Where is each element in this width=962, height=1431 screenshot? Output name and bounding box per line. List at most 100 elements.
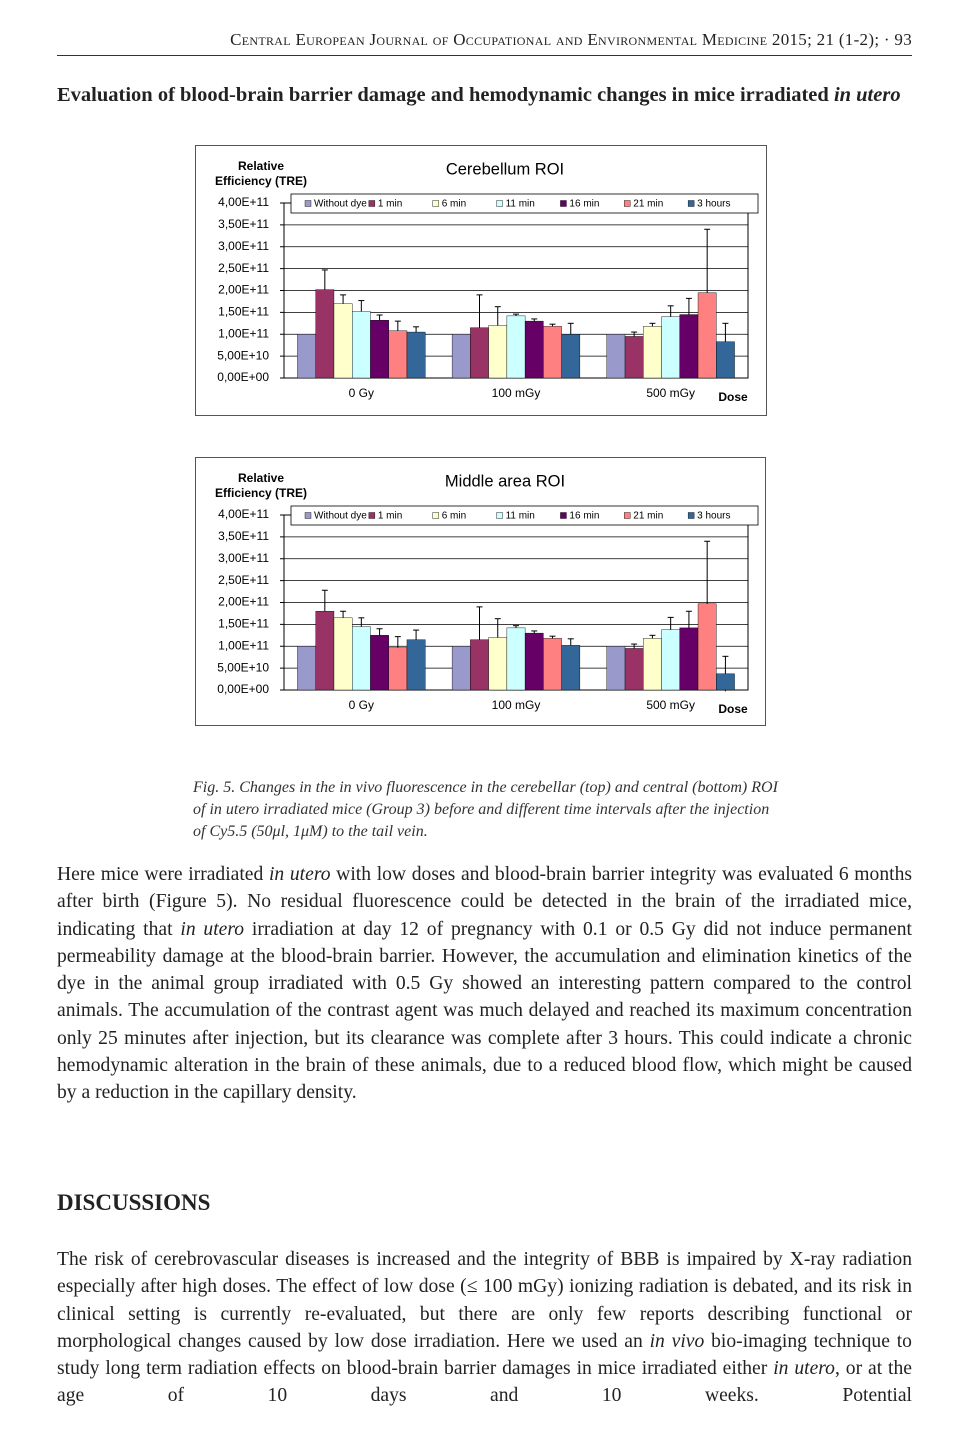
bar [506, 315, 526, 379]
legend-swatch [368, 200, 376, 207]
y-tick-label: 2,00E+11 [218, 283, 269, 297]
legend-label: 3 hours [697, 511, 730, 522]
bar [561, 334, 581, 379]
y-tick-label: 3,50E+11 [218, 217, 269, 231]
header-rule [57, 55, 912, 56]
bar [624, 648, 644, 691]
text-run: bio-imaging technique to study long term… [57, 1330, 912, 1380]
legend-box [290, 193, 759, 214]
text-run: in utero [773, 1358, 835, 1380]
legend-swatch [560, 512, 567, 519]
y-tick-label: 1,00E+11 [218, 326, 269, 340]
legend-swatch [687, 200, 695, 207]
bar [315, 611, 335, 691]
x-tick-label: 100 mGy [492, 386, 541, 400]
section-title: Evaluation of blood-brain barrier damage… [57, 82, 917, 108]
bar [697, 292, 717, 379]
bar [716, 341, 735, 379]
y-tick-label: 3,00E+11 [218, 239, 269, 253]
text-run: in utero [268, 864, 331, 885]
bar [370, 320, 389, 379]
x-tick-label: 0 Gy [349, 698, 374, 712]
legend-label: 6 min [442, 511, 466, 522]
text-run: in utero [180, 918, 245, 940]
legend-label: 11 min [506, 199, 535, 210]
y-tick-label: 0,00E+00 [217, 682, 269, 696]
y-tick-label: 3,00E+11 [218, 551, 269, 565]
legend-swatch [496, 200, 503, 207]
legend-label: 21 min [633, 511, 663, 522]
text-run: Here mice were irradiated [57, 864, 269, 885]
paragraph: Here mice were irradiated in utero with … [57, 861, 912, 1107]
bar [679, 314, 699, 379]
bar [470, 327, 489, 379]
running-header: Central European Journal of Occupational… [230, 30, 912, 49]
bar [524, 632, 544, 691]
bar [661, 629, 680, 691]
legend-swatch [560, 200, 567, 207]
y-tick-label: 2,00E+11 [218, 595, 269, 609]
y-axis-label: Relative [238, 159, 284, 173]
bar [451, 646, 471, 691]
y-tick-label: 3,50E+11 [218, 529, 269, 543]
legend-swatch [432, 512, 439, 519]
bar [524, 320, 544, 379]
y-tick-label: 4,00E+11 [218, 195, 269, 209]
legend-swatch [687, 512, 695, 519]
y-tick-label: 0,00E+00 [217, 370, 269, 384]
y-tick-label: 1,50E+11 [218, 305, 269, 319]
legend-label: 11 min [506, 511, 535, 522]
legend-swatch [624, 512, 631, 519]
legend-label: Without dye [314, 511, 367, 522]
bar [697, 603, 717, 691]
y-axis-label: Efficiency (TRE) [215, 174, 307, 188]
text-run: irradiation at day 12 of pregnancy with … [57, 918, 912, 1104]
text-run: in utero [833, 84, 901, 106]
bar [352, 626, 371, 691]
bar [370, 635, 389, 691]
figure-caption: Fig. 5. Changes in the in vivo fluoresce… [193, 779, 778, 840]
x-axis-label: Dose [718, 390, 748, 404]
legend-swatch [496, 512, 503, 519]
section-heading: DISCUSSIONS [57, 1190, 211, 1215]
bar [543, 638, 562, 691]
bar [470, 639, 489, 691]
bar [606, 334, 626, 379]
legend-swatch [624, 200, 631, 207]
bar [388, 647, 408, 691]
y-axis-label: Relative [238, 471, 284, 485]
text-run: in vivo [649, 1330, 705, 1352]
bar [661, 316, 680, 379]
text-run: The risk of cerebrovascular diseases is … [57, 1249, 912, 1352]
y-tick-label: 1,00E+11 [218, 638, 269, 652]
bar [561, 645, 581, 691]
bar [488, 325, 508, 379]
legend-label: 16 min [569, 199, 599, 210]
bar [333, 617, 353, 691]
y-tick-label: 2,50E+11 [218, 261, 269, 275]
paragraph: The risk of cerebrovascular diseases is … [57, 1246, 912, 1410]
text-run: Evaluation of blood-brain barrier damage… [57, 84, 834, 106]
bar [315, 289, 335, 379]
text-run: with low doses and blood-brain barrier i… [57, 864, 912, 940]
y-tick-label: 5,00E+10 [217, 348, 269, 362]
legend-label: 16 min [569, 511, 599, 522]
legend-label: 3 hours [697, 199, 730, 210]
bar [488, 637, 508, 691]
legend-swatch [304, 200, 312, 207]
x-tick-label: 100 mGy [492, 698, 541, 712]
legend-label: Without dye [314, 199, 367, 210]
bar [352, 311, 371, 379]
bar [388, 330, 408, 379]
y-tick-label: 4,00E+11 [218, 507, 269, 521]
bar [451, 334, 471, 379]
chart-title: Middle area ROI [445, 472, 565, 490]
legend-label: 21 min [633, 199, 663, 210]
y-tick-label: 1,50E+11 [218, 617, 269, 631]
bar [679, 627, 699, 691]
bar [506, 627, 526, 691]
legend-label: 6 min [442, 199, 466, 210]
bar [543, 326, 562, 379]
y-tick-label: 2,50E+11 [218, 573, 269, 587]
